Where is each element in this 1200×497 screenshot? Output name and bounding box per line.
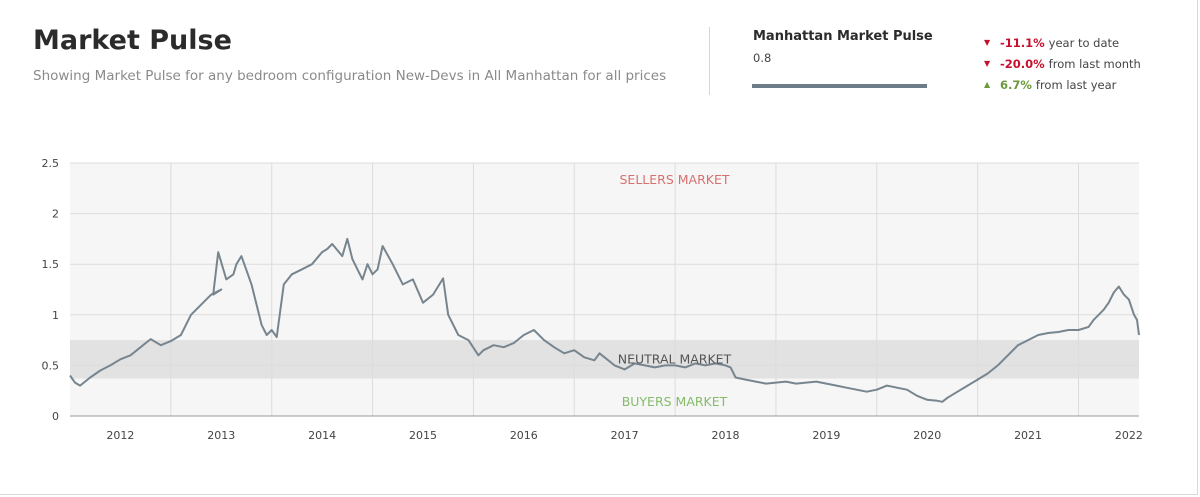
neutral-market-label: NEUTRAL MARKET [618, 351, 732, 366]
header-divider [709, 27, 710, 95]
x-tick-label: 2018 [712, 429, 740, 442]
page-subtitle: Showing Market Pulse for any bedroom con… [33, 68, 667, 84]
y-tick-label: 0.5 [42, 359, 60, 372]
sellers-market-label: SELLERS MARKET [619, 172, 729, 187]
y-tick-label: 1 [52, 309, 59, 322]
x-tick-label: 2020 [913, 429, 941, 442]
stat-label: from last month [1048, 56, 1141, 71]
up-arrow-icon: ▲ [984, 80, 991, 89]
stat-from-last-year: ▲ 6.7% from last year [984, 74, 1141, 95]
x-tick-label: 2016 [510, 429, 538, 442]
stat-value: -11.1% [1000, 35, 1045, 50]
x-tick-label: 2014 [308, 429, 336, 442]
y-tick-label: 0 [52, 410, 59, 423]
down-arrow-icon: ▼ [984, 38, 991, 47]
market-pulse-line [69, 237, 1140, 403]
x-tick-label: 2015 [409, 429, 437, 442]
x-tick-label: 2021 [1014, 429, 1042, 442]
x-tick-label: 2012 [106, 429, 134, 442]
stats-list: ▼ -11.1% year to date ▼ -20.0% from last… [984, 32, 1141, 95]
market-pulse-chart: 00.511.522.5 2012 2013 2014 2015 2016 2017 201… [42, 157, 1143, 442]
x-axis-ticks: 2012 2013 2014 2015 2016 2017 2018 2019 2020 2021… [106, 429, 1142, 442]
y-tick-label: 2 [52, 208, 59, 221]
stat-from-last-month: ▼ -20.0% from last month [984, 53, 1141, 74]
stat-value: -20.0% [1000, 56, 1045, 71]
pulse-name: Manhattan Market Pulse [753, 29, 933, 44]
buyers-market-label: BUYERS MARKET [622, 394, 728, 409]
y-axis-ticks: 0 0.5 1 1.5 2 2.5 [42, 157, 60, 423]
x-tick-label: 2017 [611, 429, 639, 442]
down-arrow-icon: ▼ [984, 59, 991, 68]
x-tick-label: 2013 [207, 429, 235, 442]
pulse-bar [752, 84, 927, 88]
page-title: Market Pulse [33, 25, 232, 56]
neutral-market-band [70, 340, 1139, 379]
stat-label: year to date [1048, 35, 1120, 50]
stat-label: from last year [1035, 77, 1117, 92]
x-tick-label: 2022 [1115, 429, 1143, 442]
stat-year-to-date: ▼ -11.1% year to date [984, 32, 1141, 53]
y-tick-label: 1.5 [42, 258, 60, 271]
pulse-value: 0.8 [753, 51, 772, 65]
stat-value: 6.7% [1000, 77, 1032, 92]
x-tick-label: 2019 [812, 429, 840, 442]
y-tick-label: 2.5 [42, 157, 60, 170]
